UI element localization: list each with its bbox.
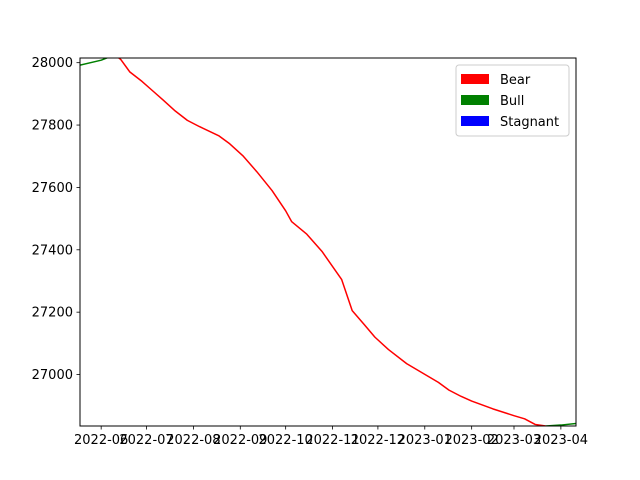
x-tick-label: 2022-09 — [213, 433, 267, 448]
legend-swatch-bull — [461, 95, 489, 105]
x-tick-label: 2023-03 — [487, 433, 541, 448]
x-tick-label: 2022-06 — [74, 433, 128, 448]
y-tick-label: 27600 — [32, 181, 73, 196]
x-tick-label: 2023-04 — [534, 433, 588, 448]
x-tick-label: 2023-02 — [444, 433, 498, 448]
y-tick-label: 27000 — [32, 368, 73, 383]
legend-swatch-bear — [461, 74, 489, 84]
x-tick-label: 2022-07 — [119, 433, 173, 448]
series-line-bear-2 — [117, 58, 546, 426]
axes-frame — [79, 57, 577, 427]
series-line-bull-1 — [80, 58, 109, 66]
x-tick-label: 2022-12 — [351, 433, 405, 448]
y-tick-label: 27800 — [32, 119, 73, 134]
legend-swatch-stagnant — [461, 116, 489, 126]
legend-label-bull: Bull — [500, 94, 524, 109]
legend-label-bear: Bear — [500, 73, 531, 88]
x-tick-label: 2023-01 — [398, 433, 452, 448]
y-tick-label: 27400 — [32, 243, 73, 258]
legend: Bear Bull Stagnant — [455, 64, 570, 137]
x-tick-label: 2022-11 — [305, 433, 359, 448]
x-axis: 2022-062022-072022-082022-092022-102022-… — [74, 426, 588, 448]
x-tick-label: 2022-10 — [258, 433, 312, 448]
y-tick-label: 27200 — [32, 306, 73, 321]
x-tick-label: 2022-08 — [166, 433, 220, 448]
y-tick-label: 28000 — [32, 56, 73, 71]
y-axis: 27000 27200 27400 27600 27800 28000 — [32, 56, 80, 383]
legend-label-stagnant: Stagnant — [500, 115, 559, 130]
